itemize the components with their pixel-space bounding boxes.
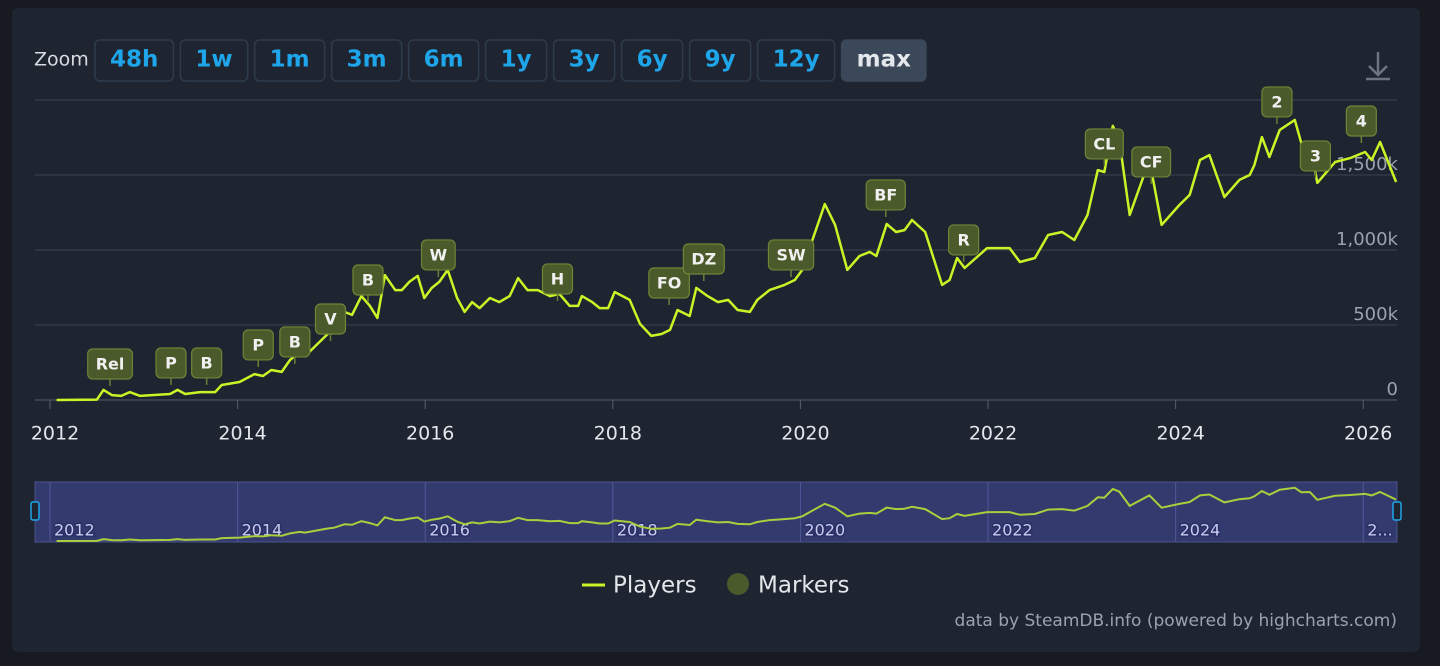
marker-label[interactable]: CL — [1093, 134, 1115, 153]
zoom-button-label[interactable]: 3m — [347, 47, 387, 73]
marker-label[interactable]: 3 — [1310, 146, 1321, 165]
marker-flag[interactable] — [87, 348, 133, 380]
marker-flag[interactable] — [648, 267, 690, 299]
zoom-label: Zoom — [34, 49, 89, 71]
zoom-button-label[interactable]: 48h — [110, 47, 158, 73]
navigator-line — [56, 486, 1397, 542]
marker-flag[interactable] — [191, 347, 223, 379]
navigator-tick-label: 2024 — [1180, 521, 1221, 540]
marker-label[interactable]: SW — [776, 245, 806, 264]
zoom-button[interactable] — [552, 39, 616, 82]
marker-flag[interactable] — [155, 347, 187, 379]
navigator-tick-label: 2020 — [804, 521, 845, 540]
zoom-button[interactable] — [179, 39, 249, 82]
x-tick-label: 2018 — [594, 423, 642, 445]
navigator-tick-label: 2012 — [54, 521, 95, 540]
legend-marker — [727, 573, 749, 595]
card — [12, 8, 1420, 652]
x-tick-label: 2024 — [1156, 423, 1204, 445]
x-tick-label: 2020 — [781, 423, 829, 445]
marker-flag[interactable] — [314, 303, 347, 335]
marker-flag[interactable] — [1084, 128, 1124, 160]
zoom-button-label[interactable]: 1w — [195, 47, 232, 73]
marker-flag[interactable] — [865, 179, 906, 211]
zoom-button[interactable] — [484, 39, 548, 82]
zoom-button-label[interactable]: 3y — [569, 47, 600, 73]
marker-flag[interactable] — [352, 264, 384, 296]
zoom-button[interactable] — [407, 39, 480, 82]
zoom-button-label[interactable]: 1y — [501, 47, 532, 73]
marker-label[interactable]: V — [324, 310, 337, 329]
credits: data by SteamDB.info (powered by highcha… — [955, 611, 1397, 631]
x-tick-label: 2022 — [969, 423, 1017, 445]
marker-label[interactable]: B — [201, 353, 213, 372]
zoom-button-label[interactable]: 6m — [424, 47, 464, 73]
navigator-mask — [34, 481, 1398, 543]
zoom-button-label[interactable]: 6y — [637, 47, 668, 73]
navigator-tick-label: 2016 — [429, 521, 470, 540]
marker-label[interactable]: FO — [657, 274, 682, 293]
navigator-tick-label: 2022 — [992, 521, 1033, 540]
zoom-button-label[interactable]: 12y — [773, 47, 820, 73]
marker-flag[interactable] — [1261, 86, 1293, 118]
zoom-button-label[interactable]: max — [857, 47, 911, 73]
marker-label[interactable]: W — [430, 245, 448, 264]
y-tick-label: 1,000k — [1336, 229, 1399, 250]
download-icon[interactable] — [1366, 52, 1390, 81]
marker-label[interactable]: P — [252, 335, 264, 354]
zoom-button[interactable] — [253, 39, 326, 82]
marker-flag[interactable] — [1131, 146, 1172, 178]
x-tick-label: 2026 — [1344, 423, 1392, 445]
marker-flag[interactable] — [1345, 105, 1377, 137]
y-tick-label: 1,500k — [1336, 154, 1399, 175]
marker-label[interactable]: 2 — [1271, 92, 1282, 111]
navigator-tick-label: 2018 — [617, 521, 658, 540]
marker-label[interactable]: 4 — [1356, 112, 1367, 131]
zoom-button[interactable] — [756, 39, 836, 82]
y-tick-label: 0 — [1387, 379, 1398, 400]
marker-flag[interactable] — [1299, 140, 1331, 172]
marker-flag[interactable] — [420, 239, 456, 271]
y-tick-label: 500k — [1353, 304, 1398, 325]
marker-label[interactable]: B — [362, 271, 374, 290]
x-tick-label: 2014 — [218, 423, 266, 445]
marker-flag[interactable] — [682, 243, 725, 275]
zoom-button[interactable] — [840, 39, 927, 82]
marker-flag[interactable] — [279, 326, 311, 358]
x-tick-label: 2016 — [406, 423, 454, 445]
marker-flag[interactable] — [541, 263, 574, 295]
marker-flag[interactable] — [242, 329, 274, 361]
marker-label[interactable]: CF — [1140, 152, 1163, 171]
zoom-button-label[interactable]: 9y — [705, 47, 736, 73]
navigator-tick-label: 2... — [1367, 521, 1392, 540]
zoom-button[interactable] — [620, 39, 684, 82]
marker-label[interactable]: DZ — [691, 250, 716, 269]
marker-label[interactable]: H — [551, 269, 564, 288]
marker-label[interactable]: P — [165, 353, 177, 372]
series-line — [56, 118, 1398, 402]
marker-label[interactable]: BF — [874, 185, 897, 204]
zoom-button[interactable] — [94, 39, 175, 82]
legend-label[interactable]: Players — [613, 573, 697, 599]
legend-label[interactable]: Markers — [758, 573, 849, 599]
icon-stroke — [1368, 65, 1388, 77]
marker-flag[interactable] — [767, 239, 815, 271]
marker-label[interactable]: B — [289, 332, 301, 351]
zoom-button[interactable] — [330, 39, 403, 82]
x-tick-label: 2012 — [31, 423, 79, 445]
zoom-button[interactable] — [688, 39, 752, 82]
zoom-button-label[interactable]: 1m — [270, 47, 310, 73]
marker-label[interactable]: Rel — [96, 355, 125, 374]
marker-label[interactable]: R — [957, 230, 969, 249]
navigator-handle[interactable] — [1392, 501, 1402, 521]
marker-flag[interactable] — [948, 224, 980, 256]
navigator-handle[interactable] — [30, 501, 40, 521]
